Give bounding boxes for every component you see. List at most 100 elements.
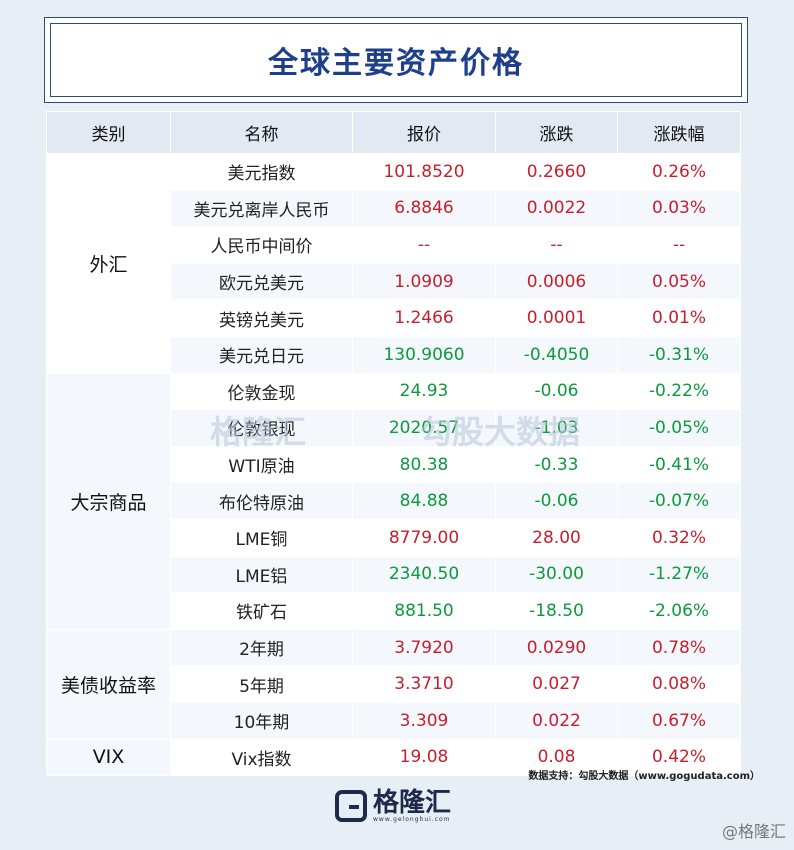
- asset-price: 881.50: [352, 592, 496, 630]
- asset-price-table: 类别 名称 报价 涨跌 涨跌幅 外汇 美元指数 101.8520 0.2660 …: [46, 111, 741, 777]
- asset-price: 130.9060: [352, 335, 496, 374]
- asset-price: 3.3710: [352, 665, 496, 703]
- table-row: 美债收益率 2年期 3.7920 0.0290 0.78%: [46, 628, 741, 740]
- asset-price: --: [352, 226, 496, 264]
- asset-name: 欧元兑美元: [170, 262, 353, 301]
- table-header-row: 类别 名称 报价 涨跌 涨跌幅: [46, 111, 741, 154]
- asset-change-pct: -2.06%: [617, 592, 741, 630]
- asset-change: 0.027: [495, 665, 618, 703]
- asset-change-pct: -1.27%: [617, 555, 741, 594]
- asset-name: WTI原油: [170, 445, 353, 484]
- asset-price: 3.309: [352, 701, 496, 740]
- table-row: 外汇 美元指数 101.8520 0.2660 0.26%: [46, 153, 741, 374]
- asset-name: 美元兑离岸人民币: [170, 189, 353, 228]
- table-row: LME铜 8779.00 28.00 0.32%: [47, 518, 741, 557]
- asset-change: -0.33: [495, 445, 618, 484]
- asset-change-pct: -0.41%: [617, 445, 741, 484]
- asset-name: 美元指数: [170, 153, 353, 191]
- asset-name: 英镑兑美元: [170, 299, 353, 337]
- asset-price: 6.8846: [352, 189, 496, 228]
- asset-name: 铁矿石: [170, 592, 353, 630]
- asset-change-pct: 0.67%: [617, 701, 741, 740]
- asset-change-pct: 0.05%: [617, 262, 741, 301]
- asset-change-pct: 0.26%: [617, 153, 741, 191]
- asset-name: LME铜: [170, 518, 353, 557]
- asset-change-pct: 0.03%: [617, 189, 741, 228]
- asset-change: -0.06: [495, 482, 618, 520]
- category-commodities: 大宗商品: [46, 372, 171, 630]
- asset-name: 人民币中间价: [170, 226, 353, 264]
- asset-price: 80.38: [352, 445, 496, 484]
- asset-change-pct: 0.32%: [617, 518, 741, 557]
- page-title: 全球主要资产价格: [50, 23, 742, 97]
- asset-price: 84.88: [352, 482, 496, 520]
- table-row: 伦敦银现 2020.57 -1.03 -0.05%: [47, 409, 741, 447]
- table-row: 布伦特原油 84.88 -0.06 -0.07%: [47, 482, 741, 520]
- category-fx: 外汇: [46, 153, 171, 374]
- asset-price: 1.2466: [352, 299, 496, 337]
- header-category: 类别: [46, 111, 171, 154]
- logo-g-icon: [335, 790, 367, 822]
- asset-price: 19.08: [352, 738, 496, 777]
- category-treasury: 美债收益率: [46, 628, 171, 740]
- asset-change-pct: -0.31%: [617, 335, 741, 374]
- asset-price: 3.7920: [352, 628, 496, 667]
- asset-price: 1.0909: [352, 262, 496, 301]
- source-note: 数据支持：勾股大数据（www.gogudata.com）: [528, 771, 760, 782]
- header-price: 报价: [352, 111, 496, 154]
- asset-price: 8779.00: [352, 518, 496, 557]
- asset-change: 28.00: [495, 518, 618, 557]
- asset-name: 2年期: [170, 628, 353, 667]
- asset-name: 美元兑日元: [170, 335, 353, 374]
- asset-change-pct: 0.42%: [617, 738, 741, 777]
- asset-name: 布伦特原油: [170, 482, 353, 520]
- table-row: 10年期 3.309 0.022 0.67%: [47, 701, 741, 740]
- category-vix: VIX: [46, 738, 171, 777]
- asset-change: --: [495, 226, 618, 264]
- asset-change: -30.00: [495, 555, 618, 594]
- asset-change: 0.0001: [495, 299, 618, 337]
- table-row: 美元兑离岸人民币 6.8846 0.0022 0.03%: [47, 189, 741, 228]
- asset-price: 2020.57: [352, 409, 496, 447]
- footer-logo: 格隆汇 www.gelonghui.com: [335, 784, 451, 828]
- asset-change: 0.0290: [495, 628, 618, 667]
- asset-change-pct: --: [617, 226, 741, 264]
- asset-change: 0.2660: [495, 153, 618, 191]
- table-row: 欧元兑美元 1.0909 0.0006 0.05%: [47, 262, 741, 301]
- asset-change: 0.022: [495, 701, 618, 740]
- asset-change: -1.03: [495, 409, 618, 447]
- asset-change-pct: -0.07%: [617, 482, 741, 520]
- asset-price: 101.8520: [352, 153, 496, 191]
- logo-text: 格隆汇 www.gelonghui.com: [373, 790, 451, 823]
- table-row: 英镑兑美元 1.2466 0.0001 0.01%: [47, 299, 741, 337]
- asset-change: 0.0006: [495, 262, 618, 301]
- asset-change: -0.4050: [495, 335, 618, 374]
- asset-price: 24.93: [352, 372, 496, 411]
- logo-name: 格隆汇: [373, 787, 452, 818]
- title-box: 全球主要资产价格: [44, 17, 748, 103]
- corner-watermark: @格隆汇: [721, 822, 786, 841]
- asset-name: 5年期: [170, 665, 353, 703]
- asset-change: 0.08: [495, 738, 618, 777]
- asset-name: 伦敦金现: [170, 372, 353, 411]
- asset-change-pct: 0.78%: [617, 628, 741, 667]
- header-change: 涨跌: [495, 111, 618, 154]
- asset-name: Vix指数: [170, 738, 353, 777]
- table-row: 5年期 3.3710 0.027 0.08%: [47, 665, 741, 703]
- asset-change-pct: 0.08%: [617, 665, 741, 703]
- table-row: 人民币中间价 -- -- --: [47, 226, 741, 264]
- asset-name: 10年期: [170, 701, 353, 740]
- table-row: 大宗商品 伦敦金现 24.93 -0.06 -0.22%: [46, 372, 741, 630]
- asset-change: -0.06: [495, 372, 618, 411]
- table-row: VIX Vix指数 19.08 0.08 0.42%: [46, 738, 741, 777]
- header-name: 名称: [170, 111, 353, 154]
- asset-change: -18.50: [495, 592, 618, 630]
- asset-change-pct: -0.22%: [617, 372, 741, 411]
- asset-change: 0.0022: [495, 189, 618, 228]
- logo-url: www.gelonghui.com: [373, 815, 451, 823]
- table-row: WTI原油 80.38 -0.33 -0.41%: [47, 445, 741, 484]
- asset-name: LME铝: [170, 555, 353, 594]
- asset-name: 伦敦银现: [170, 409, 353, 447]
- table-row: 铁矿石 881.50 -18.50 -2.06%: [47, 592, 741, 630]
- table-row: LME铝 2340.50 -30.00 -1.27%: [47, 555, 741, 594]
